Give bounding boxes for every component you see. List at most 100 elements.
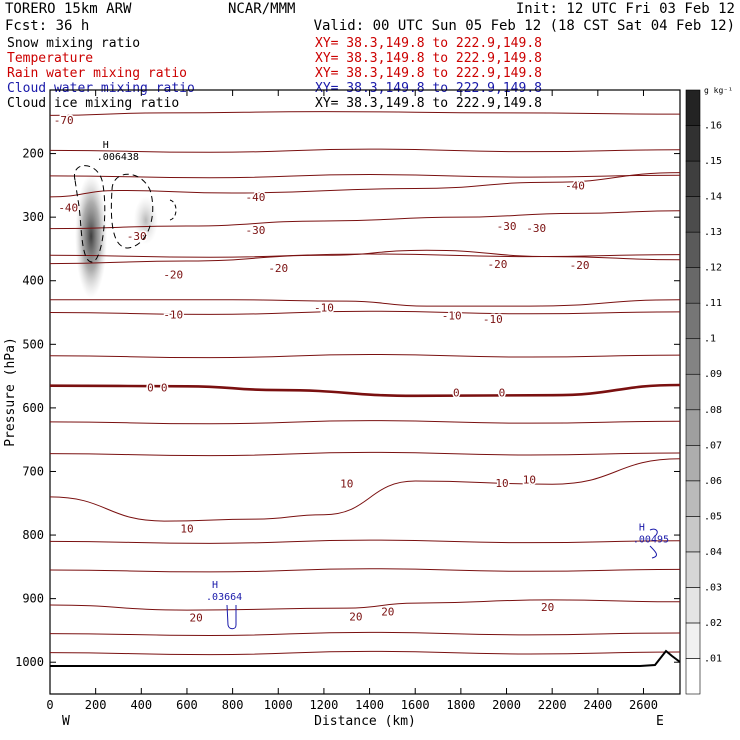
plot-frame <box>49 89 681 695</box>
x-tick-label: 600 <box>176 698 198 712</box>
max-value: .03664 <box>206 592 242 603</box>
x-tick-label: 200 <box>85 698 107 712</box>
colorbar-segment <box>685 231 701 268</box>
colorbar-segment <box>685 89 701 126</box>
isotherm-line <box>49 174 681 179</box>
colorbar-tick-label: .16 <box>704 121 722 132</box>
x-tick-label: 1000 <box>264 698 293 712</box>
forecast-hour: Fcst: 36 h <box>5 18 89 34</box>
cloud-ice-contour <box>110 173 154 249</box>
isotherm-line <box>49 148 681 153</box>
terrain-profile <box>50 649 681 667</box>
isotherm-line <box>50 299 681 307</box>
x-tick-label: 400 <box>130 698 152 712</box>
isotherm-line <box>49 253 681 258</box>
y-tick-label: 400 <box>22 274 44 288</box>
colorbar-segment <box>685 160 701 197</box>
colorbar-tick-label: .1 <box>704 334 716 345</box>
field-xy-range: XY= 38.3,149.8 to 222.9,149.8 <box>315 96 542 111</box>
colorbar-segment <box>685 338 701 375</box>
cloud-ice-shading <box>75 174 158 299</box>
field-label: Rain water mixing ratio <box>7 66 187 81</box>
colorbar-segment <box>685 480 701 517</box>
isotherm-line <box>49 650 681 656</box>
isotherm-label: 20 <box>381 605 394 618</box>
field-xy-range: XY= 38.3,149.8 to 222.9,149.8 <box>315 36 542 51</box>
field-legend: Snow mixing ratio XY= 38.3,149.8 to 222.9… <box>7 36 542 111</box>
x-tick-label: 2600 <box>629 698 658 712</box>
colorbar-tick-label: .06 <box>704 476 722 487</box>
field-label: Temperature <box>7 51 93 66</box>
y-tick-label: 1000 <box>15 655 44 669</box>
colorbar-segment <box>685 516 701 553</box>
colorbar-tick-label: .12 <box>704 263 722 274</box>
isotherm-label: 10 <box>340 478 353 491</box>
isotherm-line <box>49 111 681 116</box>
isotherm-label: 10 <box>180 523 193 536</box>
isotherm-label: 10 <box>495 477 508 490</box>
isotherm-label: 20 <box>349 610 362 623</box>
max-marker: H <box>103 140 109 151</box>
colorbar-tick-label: .13 <box>704 227 722 238</box>
colorbar-segment <box>685 622 701 659</box>
field-xy-range: XY= 38.3,149.8 to 222.9,149.8 <box>315 66 542 81</box>
isotherm-line <box>49 631 681 637</box>
cloud-ice-core <box>133 196 158 245</box>
isotherm-line <box>49 353 681 359</box>
isotherm-line <box>49 458 681 522</box>
isotherm-line <box>49 310 681 315</box>
colorbar-segment <box>685 444 701 482</box>
isotherm-label: -30 <box>127 230 147 243</box>
field-label: Cloud ice mixing ratio <box>7 96 179 111</box>
field-xy-range: XY= 38.3,149.8 to 222.9,149.8 <box>315 81 542 96</box>
colorbar-tick-label: .03 <box>704 582 722 593</box>
isotherm-line <box>49 568 681 573</box>
valid-time: Valid: 00 UTC Sun 05 Feb 12 (18 CST Sat … <box>314 18 735 34</box>
colorbar-segment <box>685 409 701 446</box>
isotherm-label: -30 <box>245 224 265 237</box>
cloud-ice-core <box>75 174 108 299</box>
y-tick-label: 700 <box>22 464 44 478</box>
isotherm-label: 0 <box>147 382 154 395</box>
isotherm-label: 0 <box>499 387 506 400</box>
colorbar-tick-label: .11 <box>704 298 722 309</box>
cloud-water-contour <box>649 528 658 559</box>
cloud-ice-contour <box>74 165 106 263</box>
colorbar-segment <box>685 658 701 695</box>
isotherm-line <box>49 599 681 611</box>
y-tick-label: 600 <box>22 401 44 415</box>
x-tick-label: 1800 <box>446 698 475 712</box>
isotherm-label: -20 <box>487 258 507 271</box>
x-tick-label: 2200 <box>538 698 567 712</box>
x-tick-label: 0 <box>46 698 53 712</box>
colorbar-tick-label: .08 <box>704 405 722 416</box>
x-tick-label: 800 <box>222 698 244 712</box>
colorbar-segment <box>685 267 701 304</box>
cloud-ice-contour <box>169 199 177 221</box>
y-axis-label: Pressure (hPa) <box>3 337 18 447</box>
colorbar-unit: g kg⁻¹ <box>704 86 733 95</box>
axes: 0 200 400 600 800 1000 1200 1400 1600 1800 2000 220… <box>15 90 680 712</box>
isotherm-label: -10 <box>442 310 462 323</box>
isotherm-label: -10 <box>314 301 334 314</box>
colorbar-segment <box>685 125 701 162</box>
colorbar-tick-label: .04 <box>704 547 722 558</box>
east-end-label: E <box>656 714 664 729</box>
isotherm-label: -20 <box>570 259 590 272</box>
isotherm-label: 20 <box>189 612 202 625</box>
x-tick-label: 1200 <box>309 698 338 712</box>
colorbar-segment <box>685 373 701 411</box>
colorbar-tick-label: .07 <box>704 440 722 451</box>
org-label: NCAR/MMM <box>228 1 295 17</box>
y-tick-label: 800 <box>22 528 44 542</box>
isotherm-line <box>49 539 681 544</box>
model-title: TORERO 15km ARW <box>5 1 132 17</box>
field-xy-range: XY= 38.3,149.8 to 222.9,149.8 <box>315 51 542 66</box>
isotherm-line <box>49 172 681 198</box>
colorbar-tick-label: .14 <box>704 192 722 203</box>
isotherm-label: 20 <box>541 601 554 614</box>
isotherm-label: -40 <box>58 202 78 215</box>
colorbar-tick-label: .01 <box>704 653 722 664</box>
field-label: Cloud water mixing ratio <box>7 81 195 96</box>
